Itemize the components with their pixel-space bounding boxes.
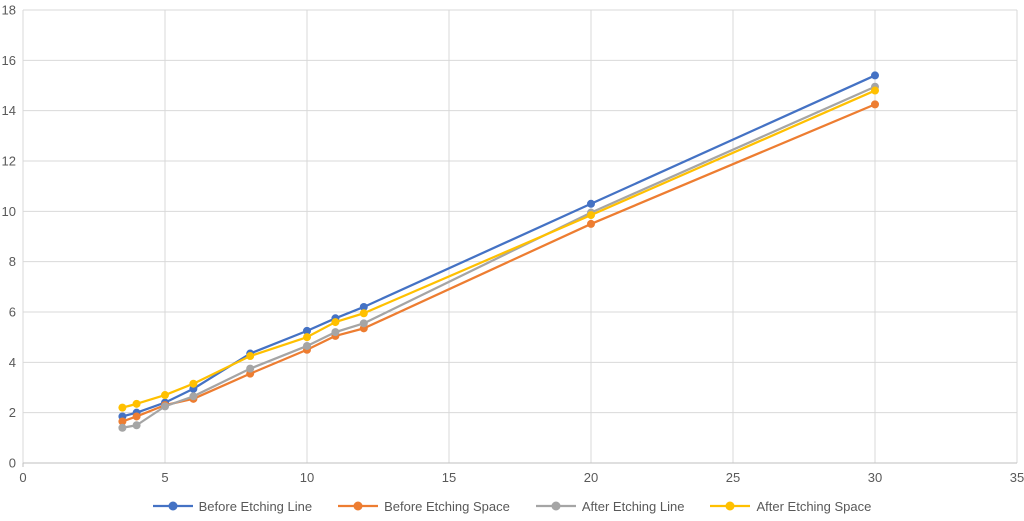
legend-dot xyxy=(353,501,363,511)
legend-dot xyxy=(725,501,735,511)
series-after-etching-line xyxy=(118,82,879,432)
x-axis-label: 25 xyxy=(726,470,740,485)
before-etching-line-marker xyxy=(303,326,311,335)
x-axis-label: 35 xyxy=(1010,470,1024,485)
y-axis-label: 2 xyxy=(9,405,16,420)
after-etching-space-marker xyxy=(359,309,368,318)
after-etching-space-marker xyxy=(161,391,169,400)
after-etching-space-marker xyxy=(132,399,141,408)
after-etching-line-marker xyxy=(161,402,169,411)
y-axis-label: 4 xyxy=(9,355,16,370)
after-etching-space-marker xyxy=(189,379,198,388)
x-axis-label: 15 xyxy=(442,470,456,485)
after-etching-line-marker xyxy=(246,364,255,373)
x-axis-label: 20 xyxy=(584,470,598,485)
after-etching-line-line xyxy=(121,85,877,429)
gridlines xyxy=(22,9,1018,464)
legend-item-after-etching-line: After Etching Line xyxy=(535,498,685,514)
x-axis-label: 0 xyxy=(19,470,26,485)
y-axis-labels: 0 2 4 6 8 10 12 14 16 18 xyxy=(2,3,16,471)
legend-line-marker-icon xyxy=(338,501,379,511)
after-etching-line-marker xyxy=(359,319,368,328)
x-axis-labels: 0 5 10 15 20 25 30 35 xyxy=(19,470,1024,485)
legend-dot xyxy=(168,501,178,511)
after-etching-line-marker xyxy=(331,328,340,337)
y-axis-label: 8 xyxy=(9,254,16,269)
legend-line-marker-icon xyxy=(535,501,576,511)
legend-dot xyxy=(551,501,561,511)
legend-item-label: Before Etching Line xyxy=(198,498,313,514)
y-axis-label: 12 xyxy=(2,154,16,169)
y-axis-label: 0 xyxy=(9,456,16,471)
legend-item-before-etching-line: Before Etching Line xyxy=(152,498,313,514)
before-etching-line-marker xyxy=(359,302,368,311)
legend-item-after-etching-space: After Etching Space xyxy=(710,499,871,514)
series-before-etching-line xyxy=(118,71,879,421)
series-after-etching-space xyxy=(118,86,879,412)
x-axis-label: 10 xyxy=(300,470,314,485)
after-etching-space-marker xyxy=(587,211,595,220)
y-axis-label: 18 xyxy=(2,3,16,18)
y-axis-label: 6 xyxy=(9,305,16,320)
plot-area: 0 2 4 6 8 10 12 14 16 18 0 5 10 15 20 25 30 35 xyxy=(2,3,1024,486)
after-etching-line-marker xyxy=(303,341,311,350)
after-etching-space-marker xyxy=(118,403,127,412)
legend-line-marker-icon xyxy=(152,501,193,511)
after-etching-space-marker xyxy=(246,352,255,361)
legend-item-label: Before Etching Space xyxy=(384,498,510,514)
after-etching-line-marker xyxy=(189,392,198,401)
before-etching-space-marker xyxy=(118,417,127,426)
legend-item-label: After Etching Line xyxy=(581,498,685,514)
before-etching-space-line xyxy=(121,103,877,423)
after-etching-line-marker xyxy=(132,421,141,430)
after-etching-space-marker xyxy=(331,318,340,327)
after-etching-space-marker xyxy=(303,333,311,342)
before-etching-line-line xyxy=(121,74,877,418)
x-axis-label: 5 xyxy=(161,470,168,485)
y-axis-label: 10 xyxy=(2,204,16,219)
x-axis-label: 30 xyxy=(868,470,882,485)
after-etching-space-marker xyxy=(871,86,879,95)
legend-item-before-etching-space: Before Etching Space xyxy=(338,499,510,514)
before-etching-line-marker xyxy=(871,71,879,80)
before-etching-line-marker xyxy=(587,199,595,208)
after-etching-space-line xyxy=(121,89,877,409)
y-axis-label: 16 xyxy=(2,53,16,68)
legend-item-label: After Etching Space xyxy=(756,498,872,514)
after-etching-line-marker xyxy=(118,423,127,432)
before-etching-space-marker xyxy=(132,412,141,421)
chart-legend: Before Etching Line Before Etching Space A… xyxy=(0,493,1024,519)
y-axis-label: 14 xyxy=(2,103,16,118)
before-etching-space-marker xyxy=(587,219,595,228)
legend-line-marker-icon xyxy=(710,501,751,511)
before-etching-space-marker xyxy=(871,100,879,109)
